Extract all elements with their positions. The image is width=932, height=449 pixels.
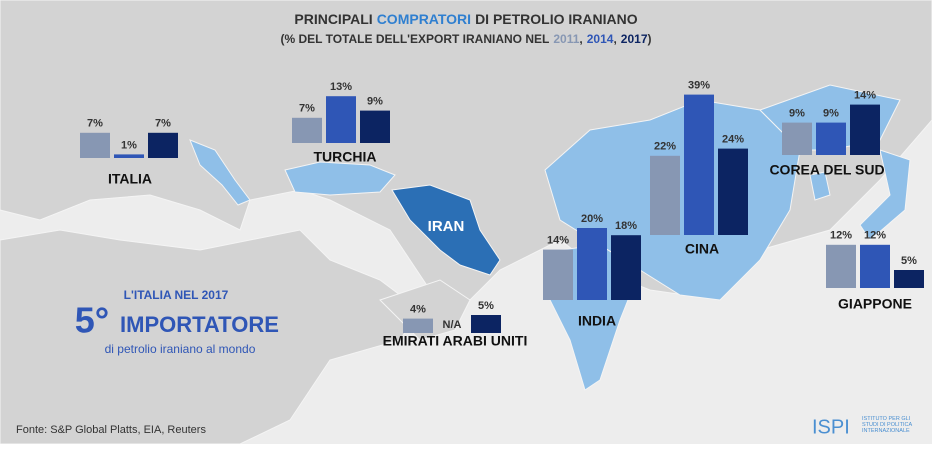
iran-shape: [391, 184, 501, 276]
bar: [577, 228, 607, 300]
value-label: 5%: [478, 300, 494, 312]
bar: [360, 110, 390, 143]
value-label: 9%: [823, 108, 839, 120]
bar-group: 4% N/A 5% EMIRATI ARABI UNITI: [383, 300, 528, 349]
bar: [860, 244, 890, 288]
chart-subtitle: (% DEL TOTALE DELL'EXPORT IRANIANO NEL 20…: [280, 32, 651, 46]
bar-group: 22% 39% 24% CINA: [650, 80, 748, 257]
category-label: EMIRATI ARABI UNITI: [383, 333, 528, 349]
value-label: 12%: [864, 230, 886, 242]
bar: [148, 132, 178, 158]
subtitle-separator: ,: [579, 32, 582, 46]
bar: [326, 96, 356, 143]
bar: [114, 154, 144, 158]
subtitle-text: (% DEL TOTALE DELL'EXPORT IRANIANO NEL: [280, 32, 549, 46]
bar-groups: 7% 1% 7% ITALIA 7% 13% 9% TURCHIA 22% 39% 24% CINA 9…: [80, 80, 924, 349]
bar-group: 7% 1% 7% ITALIA: [80, 118, 178, 187]
bar: [543, 249, 573, 300]
category-label: ITALIA: [108, 171, 152, 187]
value-label: 20%: [581, 213, 603, 225]
category-label: TURCHIA: [314, 149, 377, 165]
callout: L'ITALIA NEL 2017 5° IMPORTATORE di petr…: [75, 288, 279, 356]
bar-group: 14% 20% 18% INDIA: [543, 213, 641, 329]
chart-title: PRINCIPALI COMPRATORI DI PETROLIO IRANIANO: [294, 11, 637, 27]
bar: [650, 155, 680, 235]
title-part: PRINCIPALI: [294, 11, 372, 27]
logo-text-box: ISTITUTO PER GLI STUDI DI POLITICA INTER…: [862, 416, 912, 434]
bar-group: 12% 12% 5% GIAPPONE: [826, 230, 924, 312]
value-label: 1%: [121, 139, 137, 151]
value-label: 13%: [330, 81, 352, 93]
bar: [850, 104, 880, 155]
callout-headline: IMPORTATORE: [120, 312, 279, 337]
subtitle-separator: ,: [613, 32, 616, 46]
bar: [718, 148, 748, 235]
bar: [611, 235, 641, 300]
value-label: 4%: [410, 304, 426, 316]
value-label: 24%: [722, 134, 744, 146]
title-part: DI PETROLIO IRANIANO: [475, 11, 638, 27]
callout-rank: 5°: [75, 300, 109, 341]
source: Fonte: S&P Global Platts, EIA, Reuters: [16, 424, 206, 436]
category-label: INDIA: [578, 313, 616, 329]
value-label: 14%: [547, 235, 569, 247]
category-label: GIAPPONE: [838, 296, 912, 312]
bar: [684, 94, 714, 235]
subtitle-close: ): [648, 32, 652, 46]
subtitle-year: 2014: [587, 32, 614, 46]
value-label: 12%: [830, 230, 852, 242]
bar-group: 9% 9% 14% COREA DEL SUD: [769, 90, 884, 178]
value-label: 5%: [901, 255, 917, 267]
value-label: 22%: [654, 141, 676, 153]
value-label: 18%: [615, 220, 637, 232]
value-label: 7%: [299, 103, 315, 115]
callout-text: di petrolio iraniano al mondo: [105, 342, 256, 356]
bar: [80, 132, 110, 158]
callout-heading: L'ITALIA NEL 2017: [124, 288, 229, 302]
bar: [292, 117, 322, 143]
bar: [471, 315, 501, 333]
bar: [782, 122, 812, 155]
category-label: COREA DEL SUD: [769, 162, 884, 178]
iran-label: IRAN: [428, 218, 465, 235]
value-label: 9%: [367, 96, 383, 108]
bar-group: 7% 13% 9% TURCHIA: [292, 81, 390, 165]
category-label: CINA: [685, 241, 719, 257]
logo-name: ISPI: [812, 416, 850, 438]
bar: [826, 244, 856, 288]
value-label: 39%: [688, 80, 710, 92]
title-highlight: COMPRATORI: [377, 11, 471, 27]
value-label: 9%: [789, 108, 805, 120]
logo-text: ISTITUTO PER GLI STUDI DI POLITICA INTER…: [862, 416, 912, 434]
bar: [816, 122, 846, 155]
value-label: 14%: [854, 90, 876, 102]
subtitle-year: 2017: [621, 32, 648, 46]
value-label: 7%: [155, 118, 171, 130]
value-label: 7%: [87, 118, 103, 130]
value-label: N/A: [443, 319, 462, 331]
bar: [894, 270, 924, 288]
bar: [403, 318, 433, 333]
subtitle-year: 2011: [553, 32, 579, 46]
